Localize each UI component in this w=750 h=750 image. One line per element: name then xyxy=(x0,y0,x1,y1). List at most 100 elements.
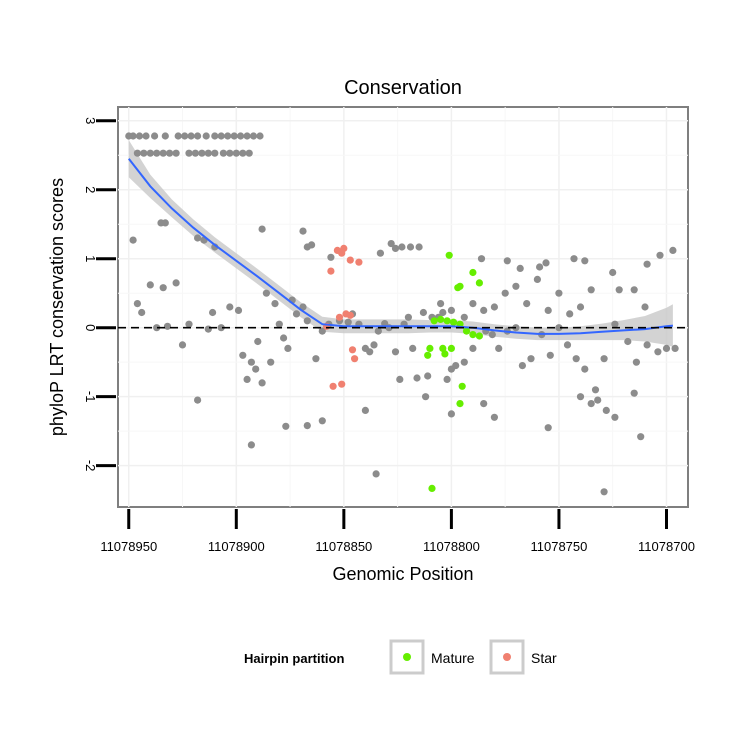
point-other xyxy=(166,149,174,157)
point-star xyxy=(327,267,335,275)
point-star xyxy=(348,346,357,354)
point-other xyxy=(282,422,290,430)
point-other xyxy=(632,358,641,366)
legend-title: Hairpin partition xyxy=(244,651,344,666)
point-other xyxy=(615,286,623,294)
legend-entry-mature: Mature xyxy=(389,639,475,675)
point-other xyxy=(555,324,563,332)
point-other xyxy=(275,320,283,328)
point-other xyxy=(512,282,520,290)
point-other xyxy=(477,255,486,263)
point-other xyxy=(135,132,144,140)
point-other xyxy=(391,244,400,252)
point-other xyxy=(232,149,240,157)
point-other xyxy=(495,344,503,352)
point-other xyxy=(318,327,326,335)
point-other xyxy=(204,149,212,157)
point-mature xyxy=(449,318,458,326)
point-other xyxy=(546,351,554,359)
point-other xyxy=(542,259,550,267)
point-other xyxy=(194,132,202,140)
point-other xyxy=(252,365,260,373)
point-other xyxy=(581,257,589,265)
point-other xyxy=(602,406,610,414)
legend: Hairpin partition Mature Star xyxy=(244,639,557,675)
point-mature xyxy=(437,315,445,323)
point-mature xyxy=(443,317,451,325)
point-star xyxy=(338,380,346,388)
point-other xyxy=(576,303,585,311)
point-other xyxy=(153,324,161,332)
point-other xyxy=(161,132,169,140)
grid-lines xyxy=(118,107,688,507)
point-other xyxy=(211,132,219,140)
smooth-line-layer xyxy=(128,158,674,335)
point-other xyxy=(576,393,585,401)
smooth-line xyxy=(128,158,674,335)
point-other xyxy=(443,375,451,383)
point-other xyxy=(202,132,210,140)
point-other xyxy=(609,268,617,277)
point-mature xyxy=(430,317,438,325)
y-tick-label: 2 xyxy=(83,186,98,193)
point-other xyxy=(174,132,182,140)
point-other xyxy=(662,344,671,352)
point-other xyxy=(133,300,141,308)
point-other xyxy=(187,132,195,140)
point-other xyxy=(249,132,258,140)
point-other xyxy=(256,132,264,140)
point-other xyxy=(344,318,352,326)
point-other xyxy=(544,306,552,314)
point-other xyxy=(503,257,511,265)
y-tick-label: 0 xyxy=(83,324,98,331)
data-points-layer xyxy=(125,132,679,496)
point-other xyxy=(563,341,572,349)
point-other xyxy=(587,286,595,294)
point-other xyxy=(138,308,146,317)
point-other xyxy=(480,400,488,408)
point-other xyxy=(299,227,307,235)
point-mature xyxy=(426,344,434,352)
point-other xyxy=(501,289,509,297)
point-star xyxy=(355,258,363,266)
point-other xyxy=(142,132,150,140)
point-other xyxy=(181,132,189,140)
point-mature xyxy=(475,279,483,287)
point-mature xyxy=(447,344,455,352)
chart-title: Conservation xyxy=(344,77,462,99)
point-other xyxy=(271,300,279,308)
point-other xyxy=(447,306,455,314)
point-other xyxy=(637,433,645,441)
point-other xyxy=(280,334,288,342)
point-other xyxy=(239,351,247,359)
legend-dot-mature xyxy=(403,653,411,661)
point-other xyxy=(387,240,395,248)
point-mature xyxy=(439,344,447,352)
point-other xyxy=(262,289,270,297)
legend-label-mature: Mature xyxy=(431,650,475,666)
point-star xyxy=(346,311,354,319)
point-other xyxy=(258,379,266,387)
point-mature xyxy=(475,332,483,340)
point-mature xyxy=(462,327,471,335)
point-other xyxy=(669,246,677,254)
point-other xyxy=(303,317,311,325)
point-other xyxy=(204,325,212,333)
x-tick-label: 11078950 xyxy=(100,539,157,554)
point-other xyxy=(153,149,161,157)
point-other xyxy=(194,234,202,242)
point-other xyxy=(191,149,199,157)
point-other xyxy=(591,386,600,394)
point-other xyxy=(299,303,307,311)
point-other xyxy=(600,355,608,363)
point-other xyxy=(630,389,638,397)
point-other xyxy=(245,149,253,157)
point-other xyxy=(624,337,632,346)
point-other xyxy=(469,344,477,352)
point-other xyxy=(406,243,415,251)
point-other xyxy=(226,149,234,157)
point-other xyxy=(587,400,595,408)
legend-dot-star xyxy=(503,653,511,661)
point-other xyxy=(460,358,468,366)
point-other xyxy=(247,358,255,366)
